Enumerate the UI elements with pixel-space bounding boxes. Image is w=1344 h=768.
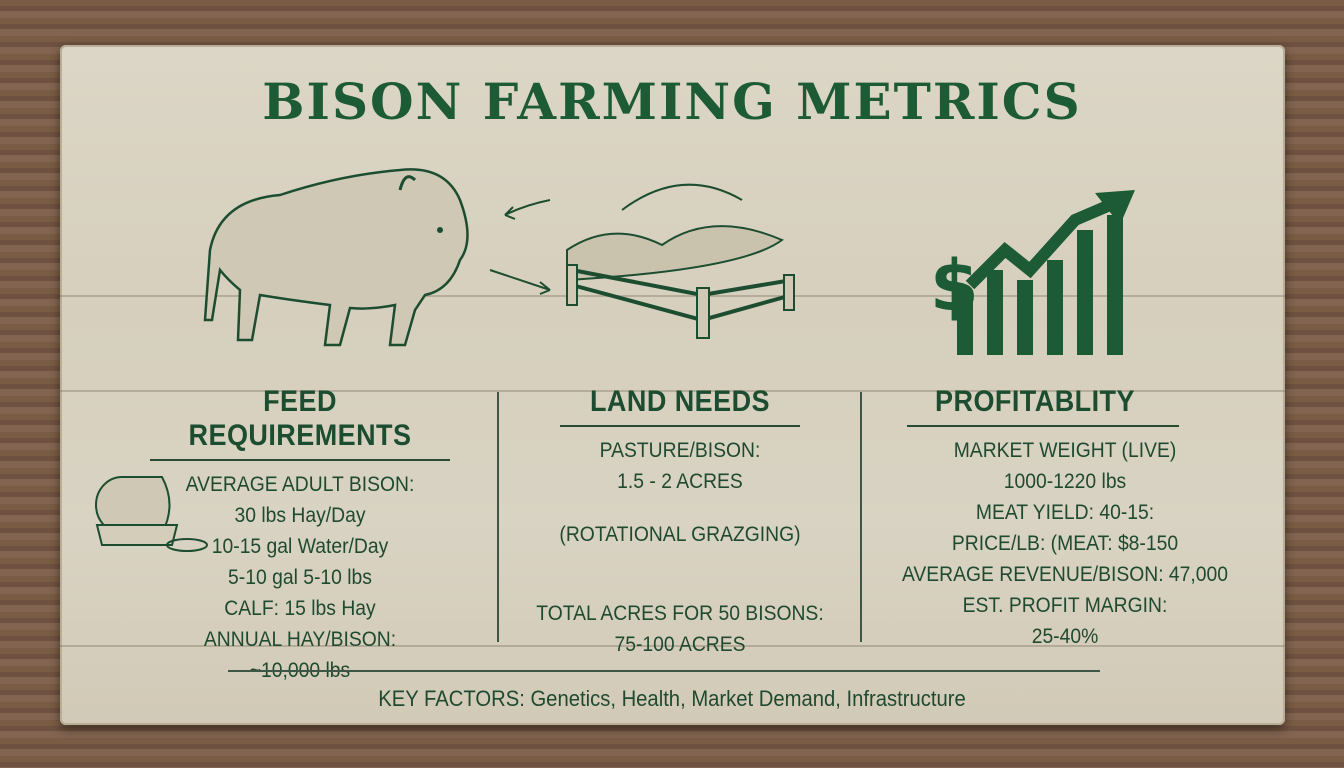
footer-divider xyxy=(228,670,1100,672)
hay-bale-water-icon xyxy=(95,476,208,552)
dollar-growth-chart-icon: $ xyxy=(930,190,1135,355)
profit-line: 25-40% xyxy=(1031,625,1099,648)
section-profitability: PROFITABLITY MARKET WEIGHT (LIVE) 1000-1… xyxy=(885,385,1245,652)
profit-line: PRICE/LB: (MEAT: $8-150 xyxy=(951,532,1179,555)
land-line: TOTAL ACRES FOR 50 BISONS: xyxy=(536,602,824,625)
arrow-icon xyxy=(489,199,551,295)
land-line: 1.5 - 2 ACRES xyxy=(617,470,743,493)
feed-line: ANNUAL HAY/BISON: xyxy=(203,628,397,651)
feed-line: 30 lbs Hay/Day xyxy=(234,504,366,527)
profit-line: MARKET WEIGHT (LIVE) xyxy=(953,439,1177,462)
section-heading: PROFITABLITY xyxy=(935,385,1135,418)
section-heading: FEED REQUIREMENTS xyxy=(188,385,412,452)
land-line: 75-100 ACRES xyxy=(614,633,746,656)
profit-line: 1000-1220 lbs xyxy=(1003,470,1127,493)
section-heading: LAND NEEDS xyxy=(589,385,770,418)
key-factors-footer: KEY FACTORS: Genetics, Health, Market De… xyxy=(378,686,966,711)
column-divider xyxy=(860,392,862,642)
profit-line: EST. PROFIT MARGIN: xyxy=(962,594,1168,617)
profit-line: AVERAGE REVENUE/BISON: 47,000 xyxy=(901,563,1229,586)
land-line: PASTURE/BISON: xyxy=(599,439,761,462)
feed-line: 10-15 gal Water/Day xyxy=(211,535,389,558)
feed-line: CALF: 15 lbs Hay xyxy=(224,597,376,620)
feed-line: AVERAGE ADULT BISON: xyxy=(185,473,415,496)
column-divider xyxy=(497,392,499,642)
section-land-needs: LAND NEEDS PASTURE/BISON: 1.5 - 2 ACRES … xyxy=(510,385,850,660)
land-line: (ROTATIONAL GRAZGING) xyxy=(559,523,801,546)
section-feed-requirements: FEED REQUIREMENTS AVERAGE ADULT BISON: 3… xyxy=(140,385,460,686)
feed-line: 5-10 gal 5-10 lbs xyxy=(228,566,372,589)
pasture-fence-illustration xyxy=(566,183,795,339)
page-title: BISON FARMING METRICS xyxy=(262,72,1082,131)
profit-line: MEAT YIELD: 40-15: xyxy=(975,501,1155,524)
bison-illustration xyxy=(203,168,469,347)
wooden-sign-board xyxy=(60,45,1285,725)
